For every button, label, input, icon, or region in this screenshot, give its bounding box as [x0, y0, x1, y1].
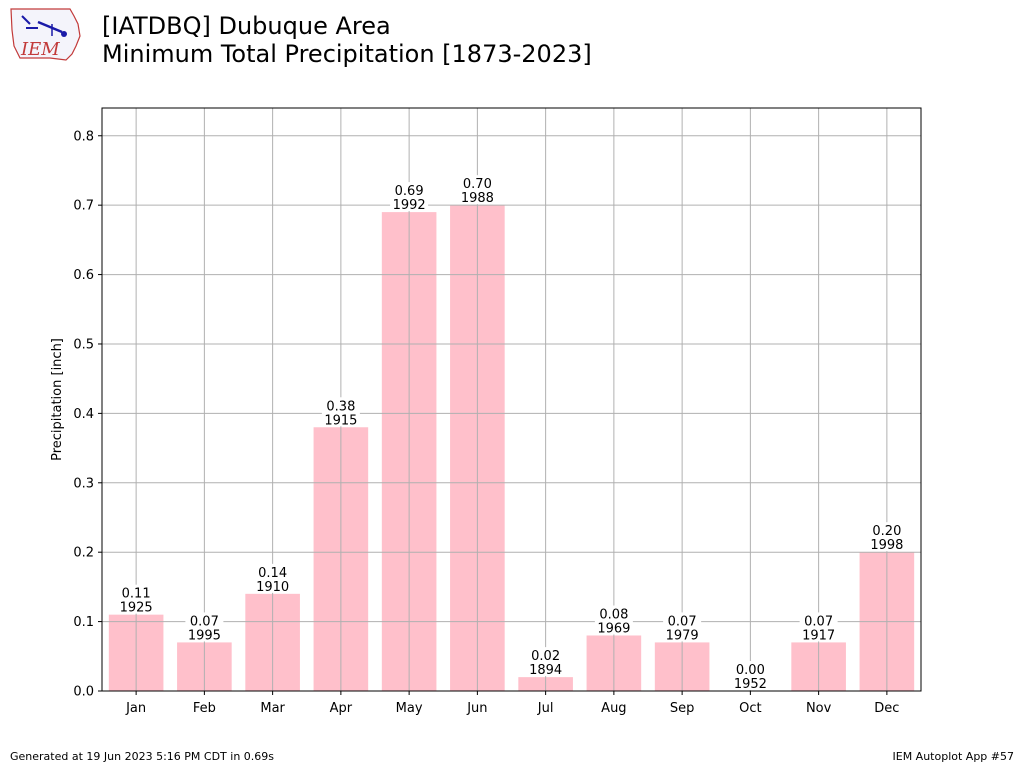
data-label-bg-sep	[663, 612, 702, 642]
y-tick-label-8: 0.8	[73, 129, 94, 144]
app-id-label: IEM Autoplot App #57	[892, 750, 1015, 763]
value-label-jan: 0.11	[122, 587, 151, 602]
y-tick-label-6: 0.6	[73, 268, 94, 283]
year-label-dec: 1998	[870, 538, 903, 553]
data-label-bg-nov	[799, 612, 838, 642]
value-label-nov: 0.07	[804, 614, 833, 629]
year-label-jan: 1925	[120, 601, 153, 616]
data-label-bg-jun	[458, 175, 497, 205]
value-label-aug: 0.08	[599, 607, 628, 622]
year-label-feb: 1995	[188, 628, 221, 643]
data-label-bg-oct	[731, 661, 770, 690]
value-label-mar: 0.14	[258, 566, 287, 581]
data-label-bg-apr	[321, 397, 360, 427]
x-tick-label-sep: Sep	[670, 701, 695, 716]
title-line-2: Minimum Total Precipitation [1873-2023]	[102, 40, 592, 68]
y-tick-label-7: 0.7	[73, 199, 94, 214]
data-label-bg-may	[390, 182, 429, 212]
iem-logo: IEM	[10, 8, 81, 61]
y-tick-label-4: 0.4	[73, 407, 94, 422]
value-label-sep: 0.07	[668, 614, 697, 629]
value-label-may: 0.69	[395, 184, 424, 199]
x-tick-label-may: May	[396, 701, 423, 716]
x-tick-label-feb: Feb	[193, 701, 216, 716]
data-label-bg-feb	[185, 612, 224, 642]
x-tick-label-jun: Jun	[466, 701, 487, 716]
x-tick-label-nov: Nov	[806, 701, 832, 716]
x-tick-label-jan: Jan	[125, 701, 146, 716]
value-label-oct: 0.00	[736, 663, 765, 678]
data-label-bg-aug	[594, 605, 633, 635]
year-label-apr: 1915	[324, 413, 357, 428]
data-label-bg-mar	[253, 563, 292, 593]
data-label-bg-dec	[867, 522, 906, 552]
value-label-dec: 0.20	[872, 524, 901, 539]
y-tick-label-3: 0.3	[73, 476, 94, 491]
x-tick-label-aug: Aug	[601, 701, 626, 716]
year-label-may: 1992	[393, 198, 426, 213]
x-tick-label-jul: Jul	[537, 701, 554, 716]
plot-frame	[101, 107, 922, 692]
value-label-jun: 0.70	[463, 177, 492, 192]
y-tick-label-5: 0.5	[73, 337, 94, 352]
data-label-bg-jul	[526, 647, 565, 677]
y-tick-label-1: 0.1	[73, 615, 94, 630]
value-label-feb: 0.07	[190, 614, 219, 629]
year-label-oct: 1952	[734, 677, 767, 692]
y-axis-label: Precipitation [inch]	[50, 338, 65, 461]
x-tick-label-oct: Oct	[739, 701, 761, 716]
generated-timestamp: Generated at 19 Jun 2023 5:16 PM CDT in …	[10, 750, 275, 763]
year-label-sep: 1979	[666, 628, 699, 643]
year-label-aug: 1969	[597, 621, 630, 636]
value-label-jul: 0.02	[531, 649, 560, 664]
year-label-jul: 1894	[529, 663, 562, 678]
year-label-jun: 1988	[461, 191, 494, 206]
y-tick-label-0: 0.0	[73, 685, 94, 700]
y-tick-label-2: 0.2	[73, 546, 94, 561]
title-line-1: [IATDBQ] Dubuque Area	[102, 12, 391, 40]
year-label-mar: 1910	[256, 580, 289, 595]
value-label-apr: 0.38	[326, 399, 355, 414]
chart-title: [IATDBQ] Dubuque Area Minimum Total Prec…	[102, 12, 592, 68]
year-label-nov: 1917	[802, 628, 835, 643]
logo-text: IEM	[20, 39, 60, 60]
x-tick-label-apr: Apr	[330, 701, 353, 716]
data-label-bg-jan	[117, 584, 156, 614]
x-tick-label-mar: Mar	[260, 701, 285, 716]
x-tick-label-dec: Dec	[874, 701, 899, 716]
